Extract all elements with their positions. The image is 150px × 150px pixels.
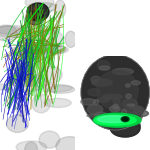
Ellipse shape [65,31,76,48]
Ellipse shape [0,26,21,34]
Ellipse shape [0,26,32,37]
Ellipse shape [123,118,128,121]
Ellipse shape [112,68,133,75]
Ellipse shape [126,84,130,87]
Ellipse shape [40,66,62,83]
Ellipse shape [26,11,44,25]
Ellipse shape [25,142,38,150]
Ellipse shape [92,79,112,86]
Ellipse shape [88,89,101,96]
Ellipse shape [47,85,75,93]
Ellipse shape [39,131,60,148]
Ellipse shape [94,115,136,125]
Ellipse shape [81,55,149,130]
Ellipse shape [87,114,102,117]
Ellipse shape [44,46,68,54]
Ellipse shape [113,97,120,104]
Ellipse shape [17,105,29,116]
Ellipse shape [127,104,134,106]
Ellipse shape [39,30,64,49]
Ellipse shape [6,115,29,132]
Ellipse shape [91,76,101,83]
Ellipse shape [81,99,96,105]
Ellipse shape [8,67,37,82]
Ellipse shape [96,70,138,110]
Ellipse shape [112,121,138,135]
Ellipse shape [126,94,131,98]
Ellipse shape [25,0,54,10]
Ellipse shape [35,84,73,92]
Ellipse shape [44,98,71,107]
Ellipse shape [131,81,140,85]
Ellipse shape [27,3,49,21]
Ellipse shape [15,74,48,91]
Ellipse shape [134,106,144,115]
Ellipse shape [122,99,137,108]
Ellipse shape [99,66,110,70]
Ellipse shape [97,116,129,123]
Ellipse shape [105,96,111,99]
Ellipse shape [54,0,66,18]
Ellipse shape [20,43,55,53]
Ellipse shape [97,60,110,70]
Ellipse shape [117,124,128,129]
Ellipse shape [102,94,122,99]
Ellipse shape [110,119,140,137]
Ellipse shape [35,44,66,54]
Ellipse shape [121,116,139,119]
Ellipse shape [122,109,127,115]
Ellipse shape [93,113,141,127]
Ellipse shape [16,141,47,150]
Ellipse shape [124,105,142,113]
Ellipse shape [112,104,127,111]
Ellipse shape [110,106,120,112]
Ellipse shape [0,84,12,90]
Ellipse shape [95,112,107,118]
Ellipse shape [7,74,39,87]
Ellipse shape [10,47,24,55]
Ellipse shape [131,121,140,131]
Ellipse shape [15,51,32,71]
Ellipse shape [20,26,60,35]
Ellipse shape [113,104,119,109]
Ellipse shape [0,25,17,41]
Ellipse shape [19,42,48,60]
Ellipse shape [102,124,112,128]
Ellipse shape [56,137,84,150]
Ellipse shape [32,94,50,113]
Ellipse shape [134,111,142,120]
Ellipse shape [94,100,99,105]
Ellipse shape [97,98,109,102]
Ellipse shape [131,110,148,117]
Ellipse shape [36,3,56,12]
Ellipse shape [87,105,103,114]
Ellipse shape [121,117,129,122]
